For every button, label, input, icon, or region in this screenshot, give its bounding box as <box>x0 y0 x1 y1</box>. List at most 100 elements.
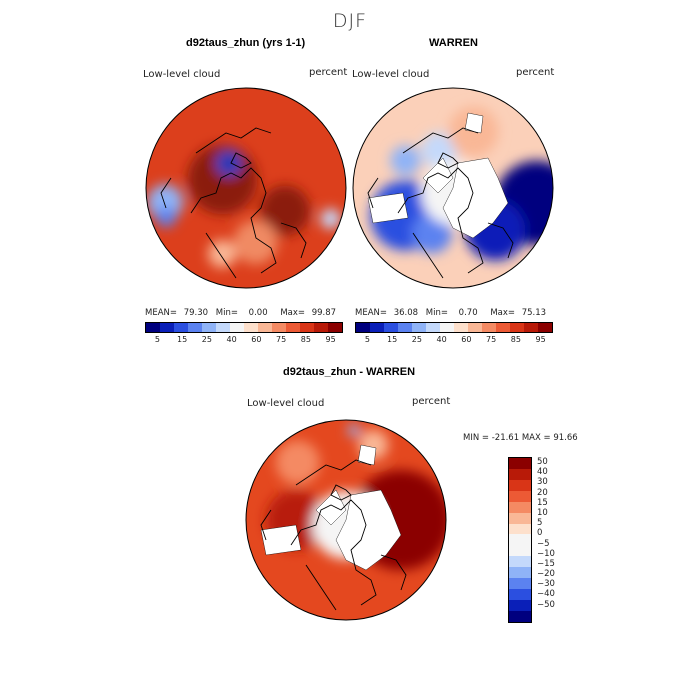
map-obs-border <box>352 87 554 289</box>
model-max-value: 99.87 <box>311 308 337 318</box>
colorbar-diff-label: 20 <box>537 487 548 498</box>
obs-mean-label: MEAN= <box>355 308 387 318</box>
map-model-patch <box>233 220 278 265</box>
panel-obs-variable: Low-level cloud <box>352 69 430 80</box>
colorbar-obs-tick: 75 <box>486 335 497 344</box>
colorbar-model-swatches <box>145 322 343 333</box>
panel-obs-stats: MEAN= 36.08 Min= 0.70 Max= 75.13 <box>355 308 546 318</box>
panel-diff-title: d92taus_zhun - WARREN <box>283 366 416 378</box>
panel-model-title: d92taus_zhun (yrs 1-1) <box>186 37 306 49</box>
colorbar-model-swatch <box>258 323 272 332</box>
map-model-coastline <box>280 222 307 259</box>
map-diff-missing-region <box>260 524 302 556</box>
map-obs-coastline <box>412 232 444 279</box>
panel-obs-title: WARREN <box>429 37 478 49</box>
colorbar-obs-tick: 95 <box>535 335 546 344</box>
colorbar-obs-swatch <box>538 323 552 332</box>
colorbar-diff-swatch <box>509 556 531 568</box>
panel-obs-units: percent <box>516 67 555 78</box>
colorbar-model-ticks: 5 15 25 40 60 75 85 95 <box>145 335 343 344</box>
map-model-patch <box>259 185 310 236</box>
colorbar-model-swatch <box>188 323 202 332</box>
panel-diff-units: percent <box>412 396 451 407</box>
panel-model-units: percent <box>309 67 348 78</box>
colorbar-diff-label: −5 <box>537 538 550 549</box>
colorbar-diff-swatch <box>509 589 531 600</box>
map-diff-missing-region <box>357 444 377 466</box>
colorbar-model-swatch <box>230 323 244 332</box>
map-obs-coastline <box>397 167 484 274</box>
map-model-field <box>146 88 346 288</box>
map-panel-diff <box>245 419 447 621</box>
colorbar-model-swatch <box>286 323 300 332</box>
colorbar-obs-swatch <box>370 323 384 332</box>
map-diff-coastline <box>260 509 272 541</box>
colorbar-model-swatch <box>300 323 314 332</box>
colorbar-diff-swatch <box>509 458 531 469</box>
colorbar-model-swatch <box>328 323 342 332</box>
colorbar-obs-swatch <box>482 323 496 332</box>
panel-model-variable: Low-level cloud <box>143 69 221 80</box>
map-model-patch <box>156 207 177 228</box>
map-diff-field <box>246 420 446 620</box>
colorbar-obs: 5 15 25 40 60 75 85 95 <box>355 322 553 344</box>
map-obs-coastline <box>402 127 479 154</box>
colorbar-diff-label: 15 <box>537 497 548 508</box>
map-obs-missing-region <box>367 192 409 224</box>
colorbar-model-swatch <box>314 323 328 332</box>
colorbar-obs-tick: 85 <box>510 335 521 344</box>
map-obs-coastline <box>487 222 514 259</box>
panel-diff-minmax: MIN = -21.61 MAX = 91.66 <box>463 433 578 443</box>
colorbar-model-swatch <box>202 323 216 332</box>
colorbar-diff-label: 40 <box>537 467 548 478</box>
colorbar-model-swatch <box>174 323 188 332</box>
colorbar-diff-label: 30 <box>537 477 548 488</box>
colorbar-obs-tick: 60 <box>461 335 472 344</box>
obs-max-value: 75.13 <box>521 308 547 318</box>
colorbar-obs-swatch <box>524 323 538 332</box>
colorbar-diff-label: −15 <box>537 558 555 569</box>
colorbar-diff-swatch <box>509 523 531 535</box>
map-obs-field <box>353 88 553 288</box>
colorbar-obs-tick: 40 <box>436 335 447 344</box>
colorbar-model-swatch <box>272 323 286 332</box>
map-diff-coastline <box>290 499 377 606</box>
colorbar-diff-label: −20 <box>537 569 555 580</box>
map-model-coastline <box>205 232 237 279</box>
model-min-value: 0.00 <box>248 308 268 318</box>
map-model-patch <box>320 208 341 229</box>
map-panel-model <box>145 87 347 289</box>
colorbar-diff-swatch <box>509 599 531 611</box>
colorbar-obs-swatch <box>356 323 370 332</box>
colorbar-obs-ticks: 5 15 25 40 60 75 85 95 <box>355 335 553 344</box>
colorbar-obs-swatch <box>440 323 454 332</box>
map-diff-border <box>245 419 447 621</box>
colorbar-obs-tick: 15 <box>387 335 398 344</box>
model-mean-value: 79.30 <box>183 308 209 318</box>
colorbar-diff-swatch <box>509 468 531 480</box>
colorbar-model-tick: 40 <box>226 335 237 344</box>
obs-mean-value: 36.08 <box>393 308 419 318</box>
colorbar-model-tick: 95 <box>325 335 336 344</box>
obs-max-label: Max= <box>490 308 516 318</box>
colorbar-diff-label: −40 <box>537 589 555 600</box>
colorbar-diff-swatch <box>509 578 531 590</box>
colorbar-model-tick: 15 <box>177 335 188 344</box>
colorbar-diff-swatch <box>509 534 531 546</box>
colorbar-obs-tick: 5 <box>364 335 370 344</box>
colorbar-model: 5 15 25 40 60 75 85 95 <box>145 322 343 344</box>
colorbar-obs-tick: 25 <box>411 335 422 344</box>
map-obs-coastline <box>367 177 379 209</box>
colorbar-model-swatch <box>216 323 230 332</box>
colorbar-obs-swatch <box>384 323 398 332</box>
model-mean-label: MEAN= <box>145 308 177 318</box>
colorbar-diff-labels: 50 40 30 20 15 10 5 0 −5 −10 −15 −20 −30 −40 −50 <box>537 457 555 610</box>
colorbar-obs-swatch <box>412 323 426 332</box>
map-obs-patch <box>411 213 452 254</box>
panel-model-stats: MEAN= 79.30 Min= 0.00 Max= 99.87 <box>145 308 336 318</box>
map-diff-coastline <box>305 564 337 611</box>
colorbar-model-tick: 5 <box>154 335 160 344</box>
colorbar-model-swatch <box>146 323 160 332</box>
map-diff-patch <box>275 440 320 485</box>
